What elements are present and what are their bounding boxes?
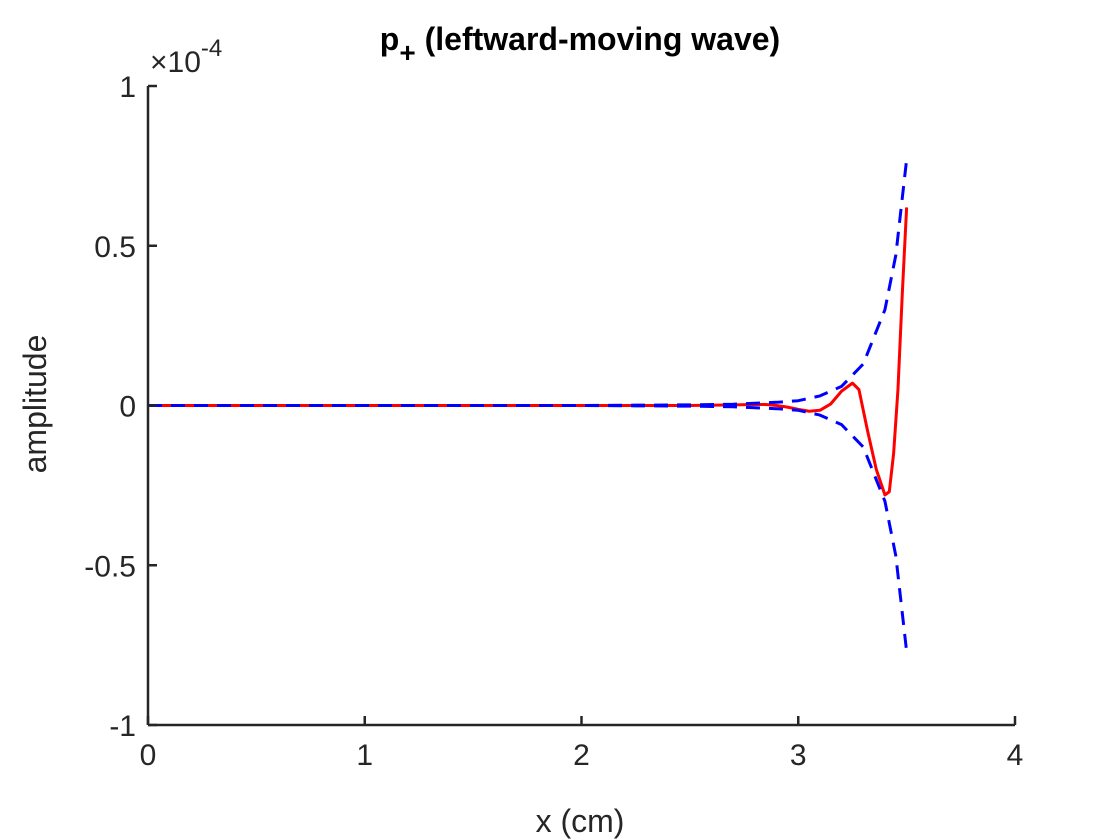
y-tick-label: 0.5 bbox=[94, 231, 136, 264]
chart-title-main: p bbox=[380, 21, 400, 57]
series-line-3 bbox=[148, 404, 909, 652]
x-tick-label: 4 bbox=[1007, 739, 1024, 772]
x-tick-label: 2 bbox=[573, 739, 590, 772]
x-tick-label: 3 bbox=[790, 739, 807, 772]
y-axis-label: amplitude bbox=[17, 335, 53, 474]
series-group bbox=[148, 159, 909, 652]
x-tick-label: 1 bbox=[356, 739, 373, 772]
y-scale-factor: ×10-4 bbox=[150, 35, 222, 79]
chart-title: p+ (leftward-moving wave) bbox=[380, 21, 780, 68]
x-axis-label: x (cm) bbox=[536, 803, 625, 839]
y-tick-label: -0.5 bbox=[84, 550, 136, 583]
y-scale-times: ×10 bbox=[150, 46, 201, 79]
y-scale-exponent: -4 bbox=[201, 35, 222, 62]
x-tick-label: 0 bbox=[140, 739, 157, 772]
series-line-2 bbox=[148, 159, 909, 407]
series-line-1 bbox=[148, 207, 909, 497]
y-tick-label: 0 bbox=[119, 391, 136, 424]
ticks-group: 0 1 2 3 4 -1 -0.5 0 0.5 1 bbox=[84, 71, 1023, 772]
chart-title-rest: (leftward-moving wave) bbox=[416, 21, 781, 57]
chart-title-subscript: + bbox=[399, 37, 415, 68]
y-tick-label: 1 bbox=[119, 71, 136, 104]
y-tick-label: -1 bbox=[109, 710, 136, 743]
